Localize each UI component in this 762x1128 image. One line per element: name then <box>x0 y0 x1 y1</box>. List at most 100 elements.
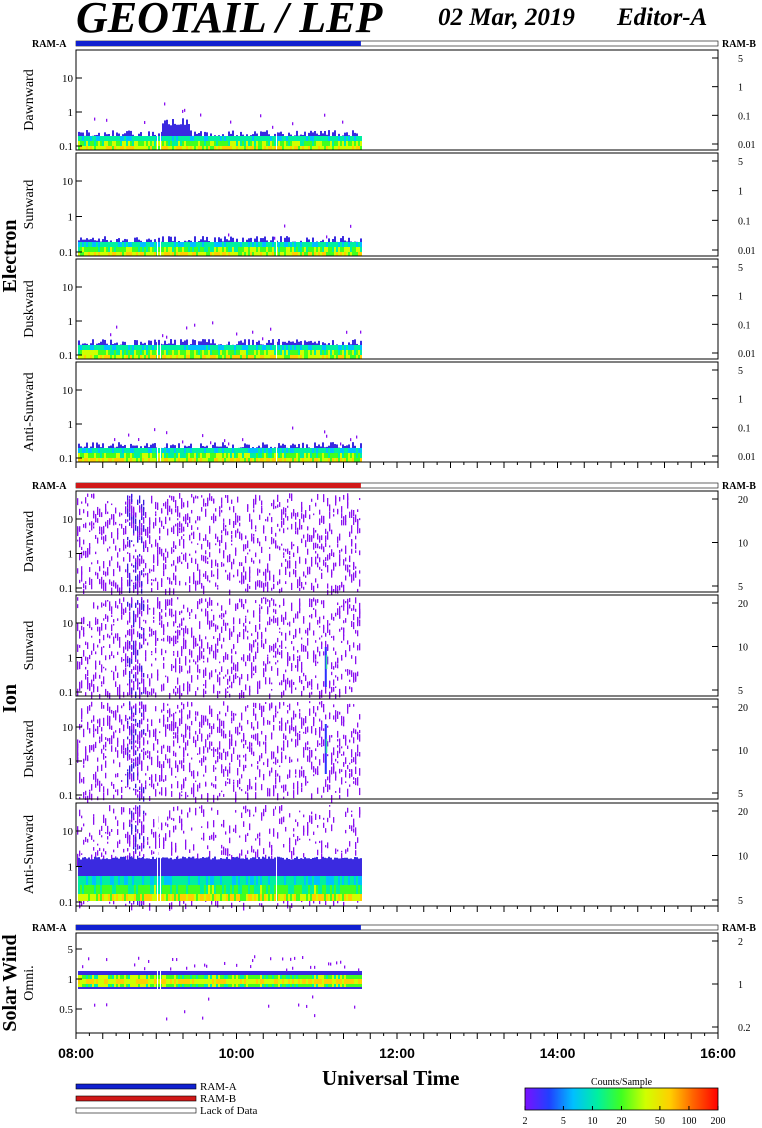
legend-label: RAM-B <box>200 1093 236 1105</box>
electron-panel-anti-sunward-ytick-right: 1 <box>738 395 743 406</box>
solar-wind-panel-omni-label: Omni. <box>22 965 37 1000</box>
ion-panel-anti-sunward-ytick-right: 10 <box>738 852 748 863</box>
electron-panel-anti-sunward-ytick: 0.1 <box>59 453 73 465</box>
electron-ram-bar-label-right: RAM-B <box>722 39 756 50</box>
electron-panel-dawnward-ytick-right: 1 <box>738 83 743 94</box>
ion-panel-duskward-ytick: 0.1 <box>59 790 73 802</box>
ion-panel-sunward-ytick-right: 10 <box>738 643 748 654</box>
ion-panel-duskward-frame <box>75 698 719 800</box>
x-axis-title: Universal Time <box>322 1066 460 1090</box>
electron-panel-sunward-bg <box>76 153 718 256</box>
ion-panel-dawnward-bg <box>76 491 718 592</box>
solar-wind-panel-omni-ytick-right: 1 <box>738 980 743 991</box>
ion-panel-anti-sunward-ytick-right: 5 <box>738 896 743 907</box>
electron-panel-anti-sunward-ytick: 1 <box>68 419 74 431</box>
electron-panel-sunward-ytick-right: 1 <box>738 187 743 198</box>
colorbar-tick-label: 50 <box>655 1116 665 1127</box>
group-label-ion: Ion <box>0 684 21 713</box>
electron-panel-duskward-frame <box>75 258 719 360</box>
ion-ram-bar-fill <box>76 483 361 488</box>
electron-panel-duskward-ytick: 1 <box>68 316 74 328</box>
electron-panel-dawnward-ytick-right: 0.1 <box>738 111 751 122</box>
solar-wind-ram-bar-label-right: RAM-B <box>722 923 756 934</box>
group-label-electron: Electron <box>0 220 21 293</box>
group-label-solar-wind: Solar Wind <box>0 934 21 1031</box>
ion-panel-anti-sunward-ytick: 1 <box>68 862 74 874</box>
electron-panel-dawnward-ytick-right: 5 <box>738 54 743 65</box>
ion-panel-duskward-ytick: 1 <box>68 756 74 768</box>
electron-panel-dawnward-ytick-right: 0.01 <box>738 140 756 151</box>
electron-panel-sunward-ytick: 0.1 <box>59 247 73 259</box>
ion-panel-sunward-label: Sunward <box>22 621 37 671</box>
electron-panel-duskward-ytick: 0.1 <box>59 350 73 362</box>
ion-panel-dawnward-ytick-right: 10 <box>738 539 748 550</box>
solar-wind-panel-omni-ytick: 5 <box>68 944 74 956</box>
ion-panel-duskward-spike-core <box>325 739 328 753</box>
chart-editor: Editor-A <box>617 4 708 31</box>
ion-panel-sunward-frame <box>75 594 719 697</box>
ion-panel-sunward-ytick: 10 <box>62 618 74 630</box>
colorbar-tick-label: 200 <box>711 1116 726 1127</box>
colorbar-tick-label: 2 <box>523 1116 528 1127</box>
electron-panel-sunward-frame <box>75 152 719 257</box>
electron-panel-anti-sunward-label: Anti-Sunward <box>22 372 37 451</box>
legend-swatch <box>75 1107 197 1114</box>
electron-panel-duskward-ytick-right: 1 <box>738 292 743 303</box>
ion-panel-duskward-label: Duskward <box>22 720 37 778</box>
legend-swatch <box>75 1095 197 1102</box>
ion-panel-sunward-ytick: 0.1 <box>59 687 73 699</box>
solar-wind-panel-omni-ytick: 0.5 <box>59 1004 73 1016</box>
ion-panel-dawnward-label: Dawnward <box>22 511 37 572</box>
chart-title: GEOTAIL / LEP <box>76 0 383 42</box>
electron-panel-sunward-ytick-right: 5 <box>738 157 743 168</box>
electron-panel-dawnward-ytick: 1 <box>68 107 74 119</box>
electron-panel-sunward-ytick: 1 <box>68 212 74 224</box>
colorbar-tick-label: 10 <box>587 1116 597 1127</box>
ion-panel-duskward-ytick-right: 5 <box>738 789 743 800</box>
colorbar-tick-label: 100 <box>681 1116 696 1127</box>
electron-panel-duskward-ytick: 10 <box>62 282 74 294</box>
ion-panel-anti-sunward-ytick: 10 <box>62 826 74 838</box>
ion-panel-sunward-spike-core <box>325 655 328 669</box>
solar-wind-panel-omni-ytick-right: 0.2 <box>738 1023 751 1034</box>
electron-panel-dawnward-ytick: 0.1 <box>59 141 73 153</box>
x-tick-label: 16:00 <box>700 1045 736 1061</box>
electron-panel-duskward-ytick-right: 0.1 <box>738 320 751 331</box>
electron-panel-anti-sunward-ytick-right: 5 <box>738 366 743 377</box>
electron-panel-duskward-label: Duskward <box>22 280 37 338</box>
ion-panel-dawnward-ytick: 1 <box>68 549 74 561</box>
ion-panel-sunward-ytick-right: 5 <box>738 686 743 697</box>
electron-ram-bar-fill <box>76 41 361 46</box>
solar-wind-panel-omni-ytick-right: 2 <box>738 937 743 948</box>
ion-ram-bar-label-right: RAM-B <box>722 481 756 492</box>
ion-panel-anti-sunward-ytick-right: 20 <box>738 807 748 818</box>
ion-panel-dawnward-frame <box>75 490 719 593</box>
electron-ram-bar-label-left: RAM-A <box>32 39 67 50</box>
electron-panel-anti-sunward-bg <box>76 362 718 462</box>
colorbar-tick-label: 5 <box>561 1116 566 1127</box>
solar-wind-ram-bar-fill <box>76 925 361 930</box>
electron-panel-duskward-ytick-right: 5 <box>738 263 743 274</box>
ion-panel-dawnward-ytick-right: 5 <box>738 582 743 593</box>
electron-panel-anti-sunward-ytick-right: 0.01 <box>738 452 756 463</box>
ion-panel-duskward-ytick: 10 <box>62 722 74 734</box>
ion-panel-dawnward-ytick: 0.1 <box>59 583 73 595</box>
electron-panel-sunward-ytick-right: 0.1 <box>738 216 751 227</box>
electron-panel-anti-sunward-ytick: 10 <box>62 385 74 397</box>
electron-panel-duskward-ytick-right: 0.01 <box>738 349 756 360</box>
electron-panel-sunward-ytick: 10 <box>62 176 74 188</box>
chart-date: 02 Mar, 2019 <box>438 4 575 31</box>
electron-panel-dawnward-ytick: 10 <box>62 73 74 85</box>
electron-panel-sunward-label: Sunward <box>22 180 37 230</box>
ion-panel-sunward-ytick: 1 <box>68 653 74 665</box>
x-tick-label: 10:00 <box>219 1045 255 1061</box>
ion-ram-bar-label-left: RAM-A <box>32 481 67 492</box>
electron-panel-dawnward-label: Dawnward <box>22 69 37 130</box>
ion-panel-anti-sunward-ytick: 0.1 <box>59 897 73 909</box>
ion-panel-duskward-ytick-right: 20 <box>738 703 748 714</box>
ion-panel-sunward-ytick-right: 20 <box>738 599 748 610</box>
solar-wind-panel-omni-ytick: 1 <box>68 974 74 986</box>
legend-label: RAM-A <box>200 1081 237 1093</box>
x-tick-label: 12:00 <box>379 1045 415 1061</box>
